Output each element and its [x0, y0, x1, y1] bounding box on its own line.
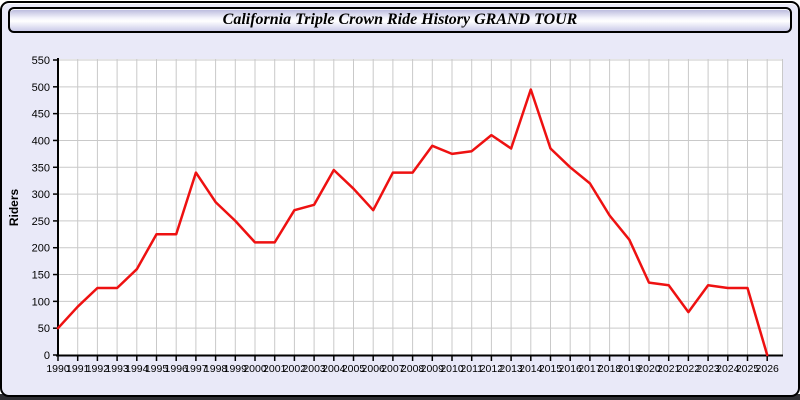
- plot-area: [58, 59, 783, 355]
- x-tick-label: 2003: [302, 363, 326, 375]
- y-tick-label: 550: [32, 55, 50, 67]
- x-tick-label: 2019: [618, 363, 642, 375]
- y-tick-label: 150: [32, 270, 50, 282]
- x-tick-label: 2024: [716, 363, 740, 375]
- x-tick-label: 2013: [499, 363, 523, 375]
- x-tick-label: 2008: [401, 363, 425, 375]
- chart-title-bar: California Triple Crown Ride History GRA…: [8, 7, 792, 33]
- x-tick-label: 2018: [598, 363, 622, 375]
- x-tick-label: 1997: [184, 363, 208, 375]
- x-tick-label: 1999: [224, 363, 248, 375]
- x-tick-label: 2016: [559, 363, 583, 375]
- y-tick-label: 200: [32, 243, 50, 255]
- y-tick-label: 50: [38, 323, 50, 335]
- x-tick-label: 2002: [283, 363, 307, 375]
- x-tick-label: 1995: [145, 363, 169, 375]
- y-tick-label: 0: [44, 350, 50, 362]
- x-tick-label: 1994: [125, 363, 149, 375]
- x-tick-label: 2023: [696, 363, 720, 375]
- x-tick-label: 2017: [578, 363, 602, 375]
- y-tick-label: 500: [32, 82, 50, 94]
- data-line-riders: [56, 88, 769, 357]
- y-axis-title: Riders: [7, 189, 21, 227]
- x-tick-label: 2009: [421, 363, 445, 375]
- x-tick-label: 1993: [105, 363, 129, 375]
- x-tick-label: 2012: [480, 363, 504, 375]
- x-tick-label: 2020: [637, 363, 661, 375]
- x-tick-label: 2022: [677, 363, 701, 375]
- y-tick-label: 450: [32, 109, 50, 121]
- x-tick-label: 2005: [342, 363, 366, 375]
- x-tick-label: 1998: [204, 363, 228, 375]
- x-tick-label: 2001: [263, 363, 287, 375]
- x-tick-label: 2006: [362, 363, 386, 375]
- x-tick-label: 2010: [440, 363, 464, 375]
- chart-canvas: 0501001502002503003504004505005501990199…: [7, 55, 783, 375]
- page-bottom-edge: [0, 394, 800, 400]
- y-tick-label: 300: [32, 189, 50, 201]
- y-tick-label: 100: [32, 296, 50, 308]
- x-tick-label: 2004: [322, 363, 346, 375]
- x-tick-label: 2021: [657, 363, 681, 375]
- x-tick-label: 1991: [66, 363, 90, 375]
- x-tick-label: 2011: [460, 363, 483, 375]
- x-tick-label: 2014: [519, 363, 543, 375]
- page-title: California Triple Crown Ride History GRA…: [222, 11, 578, 28]
- x-tick-label: 1992: [86, 363, 110, 375]
- x-tick-label: 2000: [243, 363, 267, 375]
- y-tick-label: 400: [32, 135, 50, 147]
- x-tick-label: 2007: [381, 363, 405, 375]
- x-tick-label: 1996: [165, 363, 189, 375]
- x-tick-label: 2025: [736, 363, 760, 375]
- y-tick-label: 350: [32, 162, 50, 174]
- y-tick-label: 250: [32, 216, 50, 228]
- x-tick-label: 1990: [46, 363, 70, 375]
- x-tick-label: 2026: [756, 363, 780, 375]
- x-tick-label: 2015: [539, 363, 563, 375]
